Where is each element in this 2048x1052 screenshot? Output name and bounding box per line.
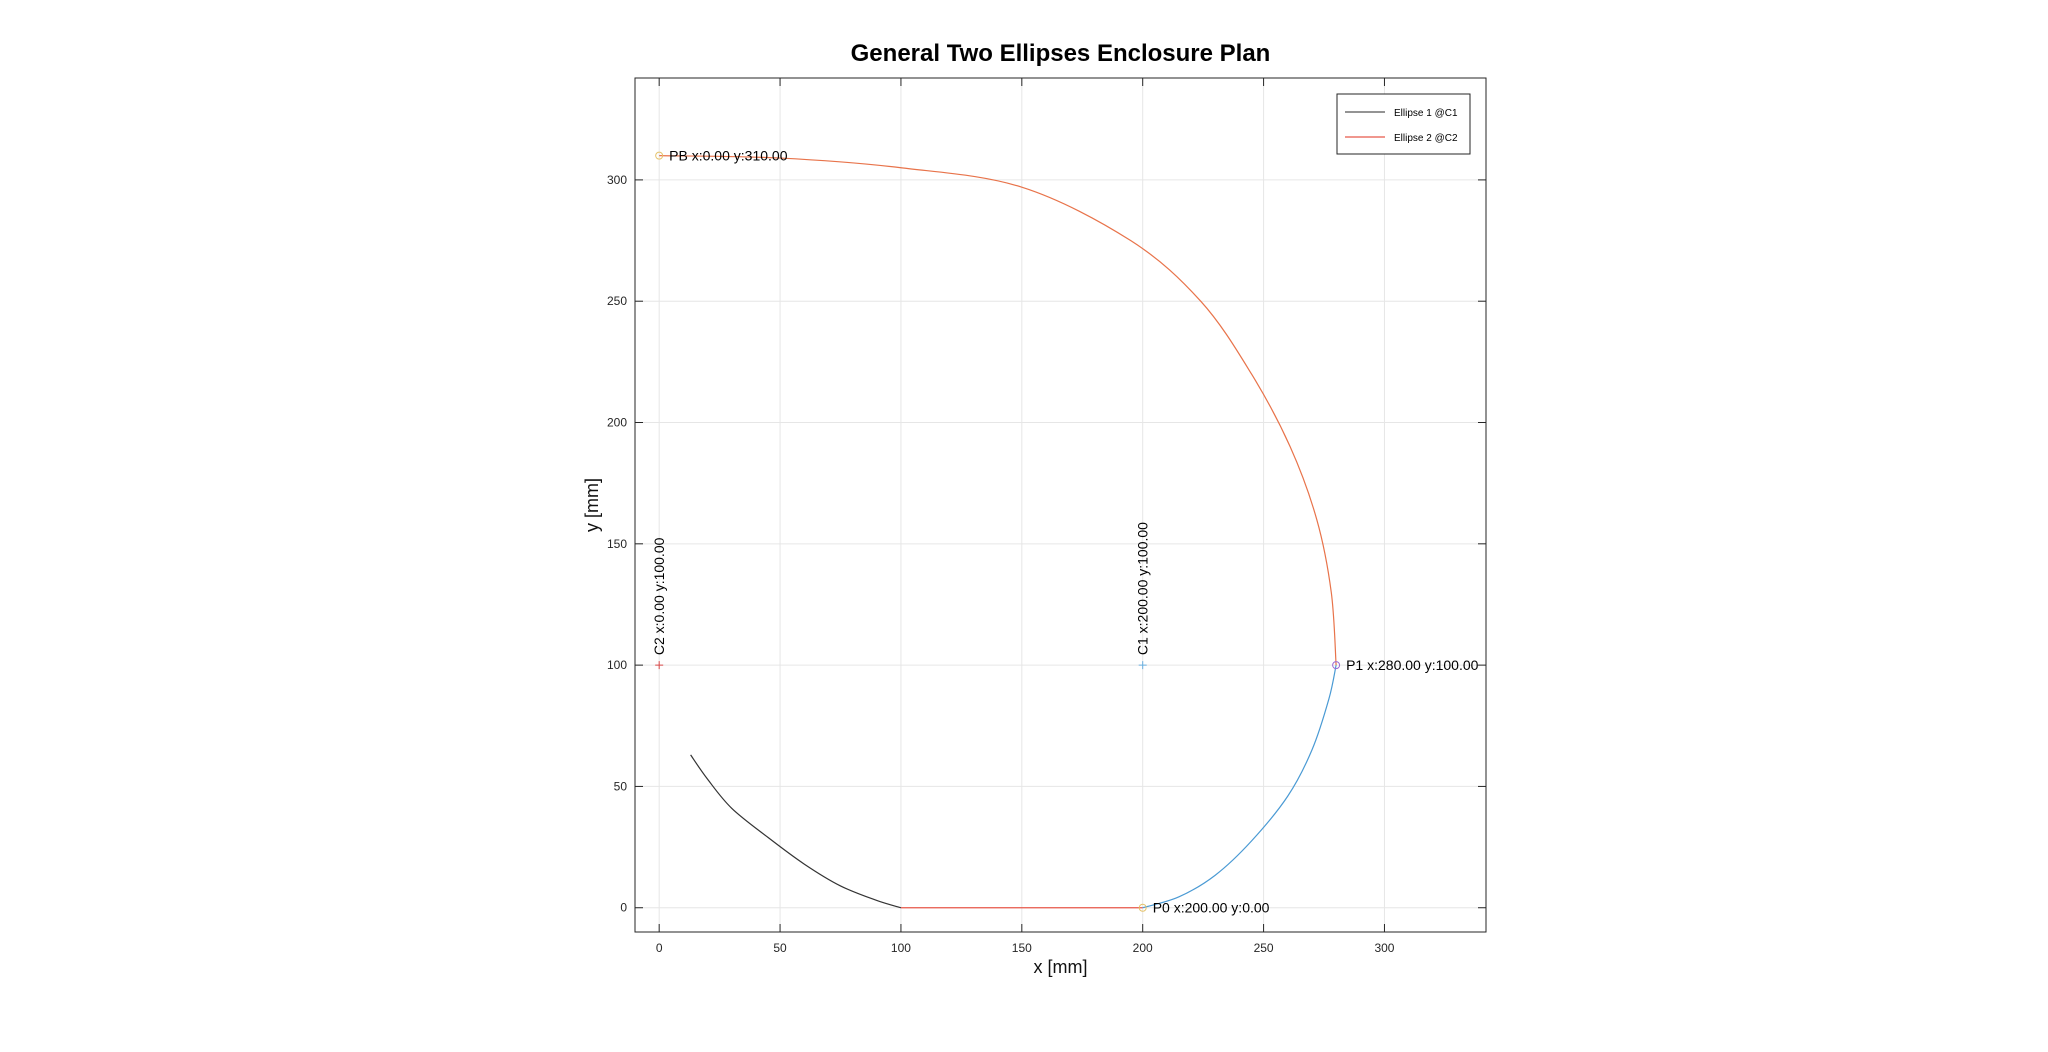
x-tick-label: 0 xyxy=(656,941,663,955)
y-tick-label: 150 xyxy=(607,537,627,551)
marker-c2 xyxy=(655,661,664,670)
plot-area-box xyxy=(634,77,1487,933)
annotation-p0: P0 x:200.00 y:0.00 xyxy=(1153,900,1270,916)
annotation-p1: P1 x:280.00 y:100.00 xyxy=(1346,657,1479,673)
y-tick-label: 0 xyxy=(620,901,627,915)
x-tick-label: 100 xyxy=(891,941,911,955)
legend-label: Ellipse 1 @C1 xyxy=(1394,108,1458,119)
legend-label: Ellipse 2 @C2 xyxy=(1394,133,1458,144)
series-line-orange-arc xyxy=(659,155,1337,666)
marker-p1 xyxy=(1332,661,1341,670)
x-tick-label: 50 xyxy=(773,941,787,955)
x-axis-label: x [mm] xyxy=(1034,957,1088,977)
y-tick-label: 200 xyxy=(607,416,627,430)
series-line-blue-arc xyxy=(1142,664,1337,909)
y-tick-label: 100 xyxy=(607,658,627,672)
y-tick-label: 300 xyxy=(607,173,627,187)
y-tick-label: 50 xyxy=(614,779,628,793)
markers: PB x:0.00 y:310.00 C2 x:0.00 y:100.00 C1 x… xyxy=(651,148,1478,916)
marker-c1 xyxy=(1138,661,1147,670)
y-tick-label: 250 xyxy=(607,294,627,308)
chart-title: General Two Ellipses Enclosure Plan xyxy=(851,40,1271,67)
legend: Ellipse 1 @C1 Ellipse 2 @C2 xyxy=(1336,93,1471,155)
y-axis-label: y [mm] xyxy=(582,478,602,532)
grid xyxy=(635,78,1486,932)
annotation-c1: C1 x:200.00 y:100.00 xyxy=(1135,522,1151,655)
marker-p0 xyxy=(1138,903,1147,912)
series xyxy=(659,155,1337,909)
annotation-c2: C2 x:0.00 y:100.00 xyxy=(651,537,667,655)
legend-box xyxy=(1336,93,1471,155)
marker-pb xyxy=(655,151,664,160)
axis-ticks: 0 50 100 150 200 250 300 0 50 100 150 200 250 300 xyxy=(607,78,1486,955)
series-line-black-arc xyxy=(690,754,902,909)
x-tick-label: 200 xyxy=(1133,941,1153,955)
x-tick-label: 300 xyxy=(1374,941,1394,955)
annotation-pb: PB x:0.00 y:310.00 xyxy=(669,148,788,164)
x-tick-label: 150 xyxy=(1012,941,1032,955)
x-tick-label: 250 xyxy=(1254,941,1274,955)
